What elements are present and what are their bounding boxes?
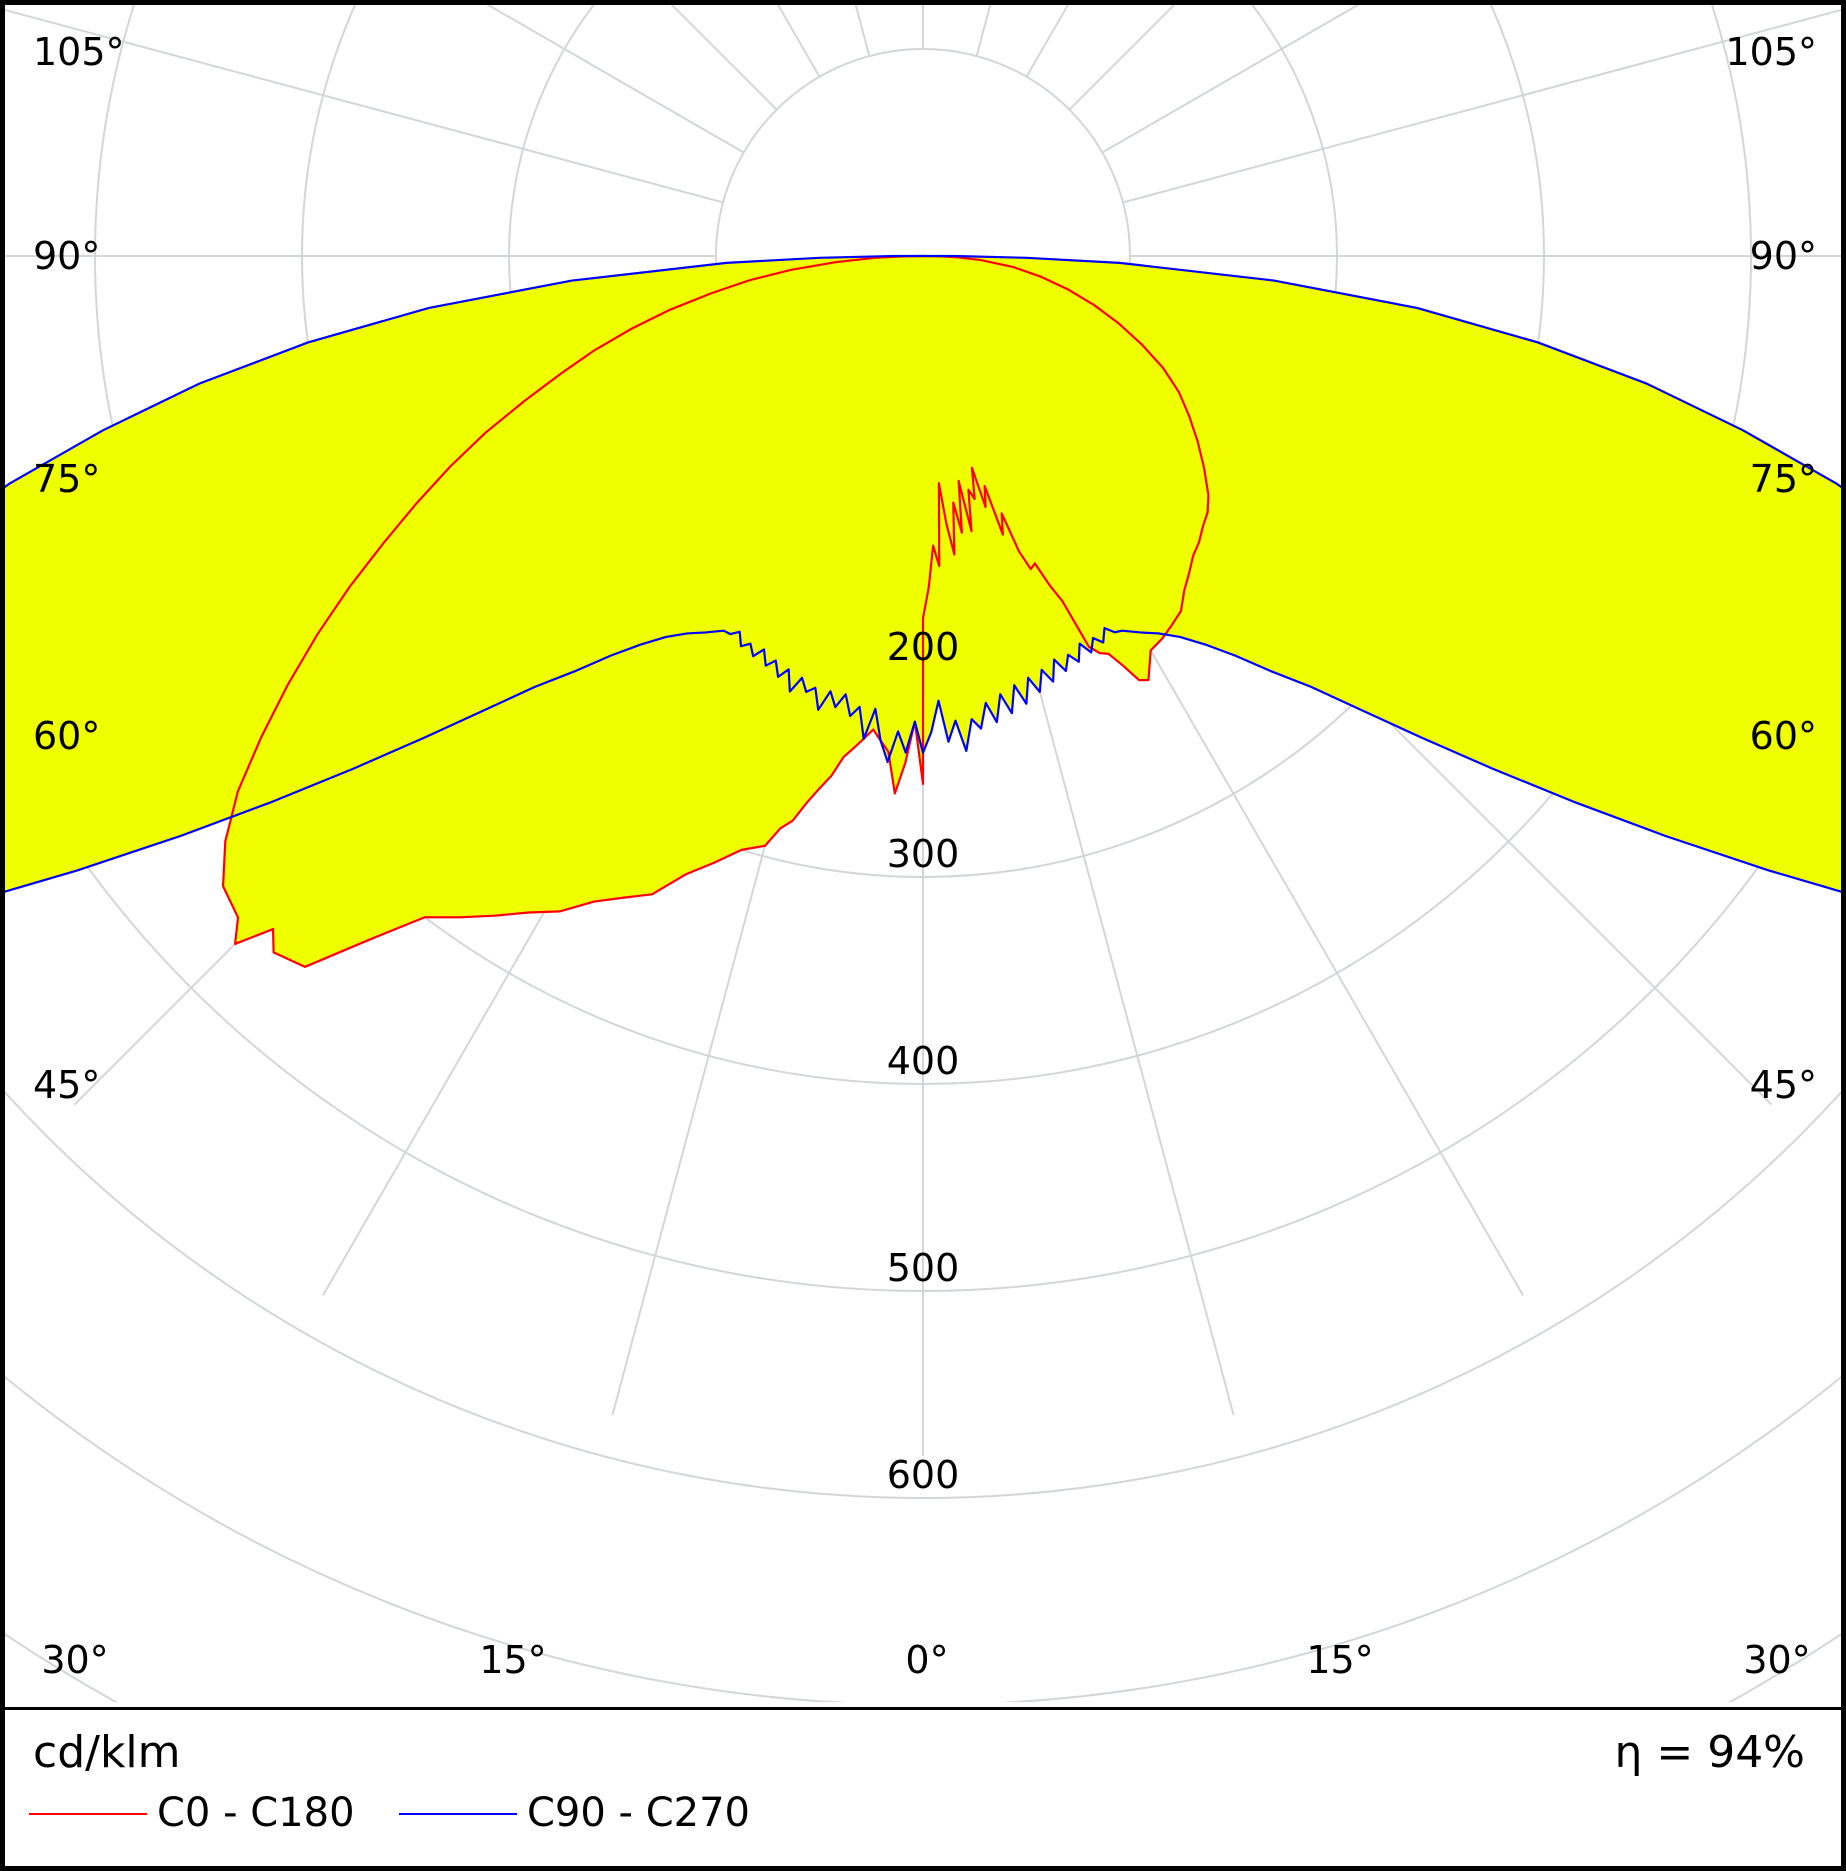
grid-ring-600 (5, 1090, 1841, 1499)
angle-label-right-2: 75° (1750, 457, 1817, 501)
angle-label-left-2: 75° (33, 457, 100, 501)
radial-label-400: 400 (887, 1039, 960, 1083)
angle-tick-labels: 105° 105° 90° 90° 75° 75° 60° 60° 45° 45° 30° 15° 0°… (33, 30, 1817, 1682)
grid-spoke-150-left (776, 5, 821, 78)
angle-label-bottom-2: 0° (905, 1638, 948, 1682)
legend-swatch-c90-c270 (399, 1813, 517, 1815)
legend-label-c90-c270: C90 - C270 (527, 1790, 750, 1836)
unit-label: cd/klm (33, 1727, 181, 1778)
grid-spoke-105-right (1122, 8, 1841, 204)
radial-label-600: 600 (887, 1453, 960, 1497)
legend-swatch-c0-c180 (29, 1813, 147, 1815)
legend-label-c0-c180: C0 - C180 (157, 1790, 355, 1836)
angle-label-left-0: 105° (33, 30, 125, 74)
angle-label-right-3: 60° (1750, 714, 1817, 758)
angle-label-left-3: 60° (33, 714, 100, 758)
radial-label-300: 300 (887, 832, 960, 876)
curve-c0-c180 (221, 254, 1210, 968)
radial-label-500: 500 (887, 1246, 960, 1290)
footer-divider (5, 1707, 1846, 1710)
grid-spoke-165-right (975, 5, 992, 57)
polar-chart: 200 300 400 500 600 105° 105° 90° 90° 75° 75° 60° 6… (5, 5, 1841, 1702)
intensity-curves (5, 254, 1841, 968)
angle-label-right-1: 90° (1750, 234, 1817, 278)
grid-spoke-120-right (1101, 5, 1360, 154)
efficiency-label: η = 94% (1614, 1727, 1805, 1778)
radial-label-200: 200 (887, 625, 960, 669)
grid-spoke-105-left (5, 8, 724, 204)
fill-c90-c270 (5, 256, 1841, 892)
angle-label-right-4: 45° (1750, 1063, 1817, 1107)
grid-spoke-165-left (854, 5, 871, 57)
angle-label-bottom-0: 30° (41, 1638, 108, 1682)
angle-label-left-4: 45° (33, 1063, 100, 1107)
grid-spoke-150-right (1025, 5, 1070, 78)
angle-label-left-1: 90° (33, 234, 100, 278)
radial-tick-labels: 200 300 400 500 600 (887, 625, 960, 1497)
grid-spoke-120-left (486, 5, 745, 154)
angle-label-right-0: 105° (1725, 30, 1817, 74)
angle-label-bottom-3: 15° (1306, 1638, 1373, 1682)
intensity-fill (5, 256, 1841, 967)
angle-label-bottom-4: 30° (1743, 1638, 1810, 1682)
angle-label-bottom-1: 15° (479, 1638, 546, 1682)
curve-c90-c270 (5, 254, 1841, 893)
